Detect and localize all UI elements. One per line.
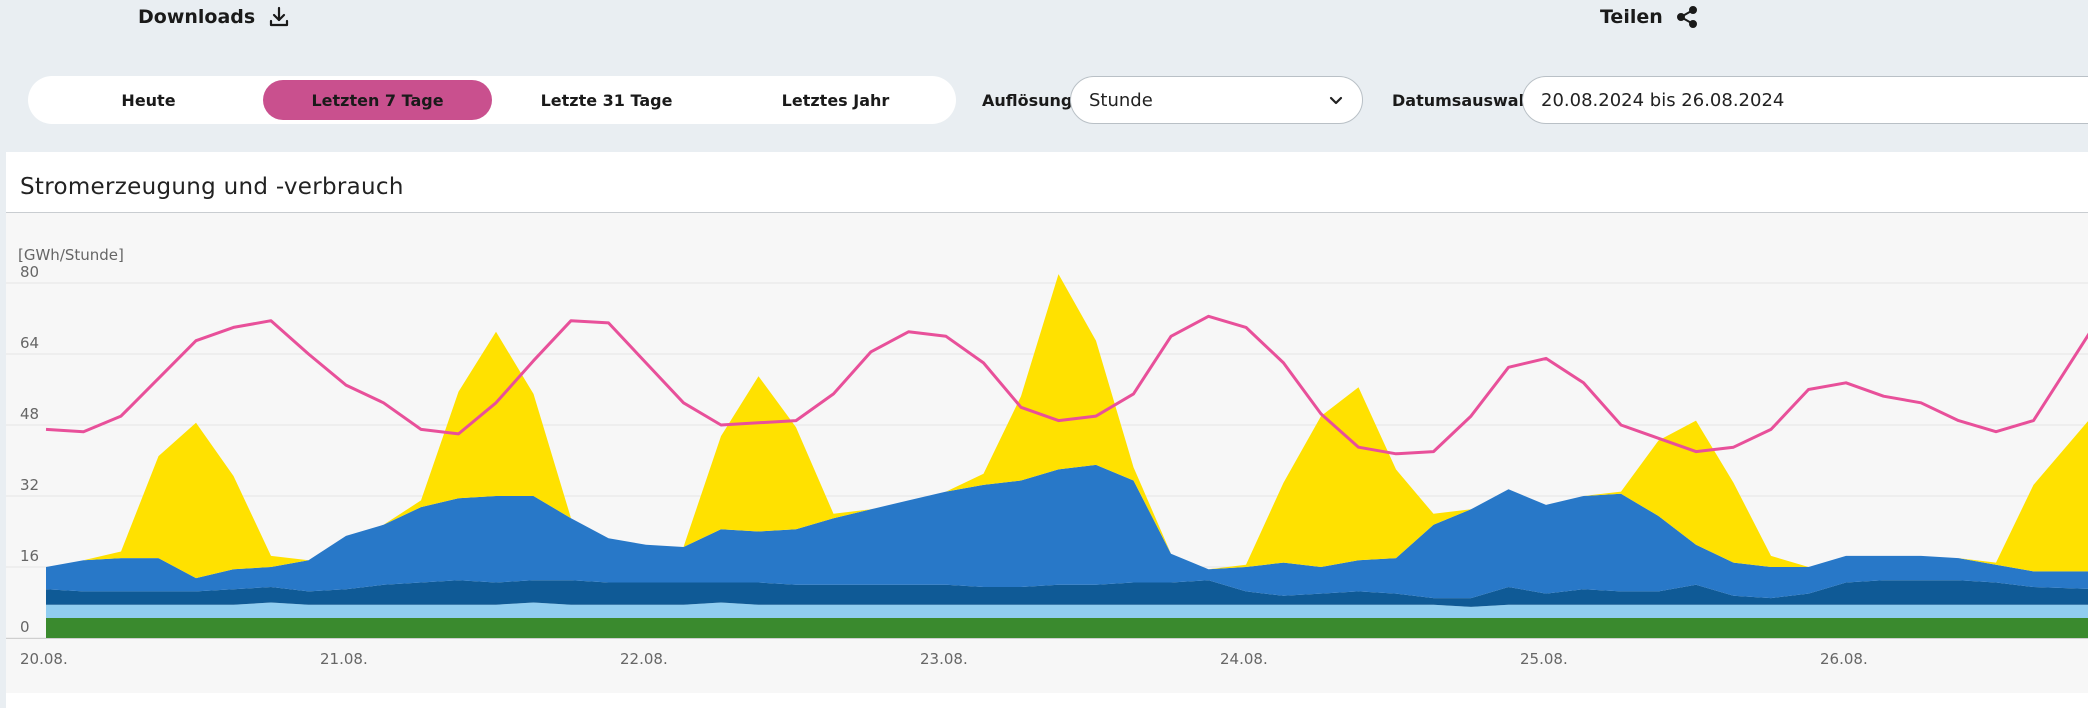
chart-card: Stromerzeugung und -verbrauch [GWh/Stund… [6, 152, 2088, 708]
share-button[interactable]: Teilen [1600, 4, 1699, 30]
area-wind [46, 464, 2088, 599]
share-label: Teilen [1600, 6, 1663, 28]
y-tick-label-80: 80 [20, 263, 39, 281]
x-tick-label-4: 24.08. [1220, 650, 1268, 668]
resolution-value: Stunde [1089, 89, 1153, 111]
tab-last-year[interactable]: Letztes Jahr [781, 90, 890, 110]
y-tick-label-32: 32 [20, 476, 39, 494]
stacked-areas [46, 274, 2088, 638]
y-tick-label-48: 48 [20, 405, 39, 423]
area-biomasse [46, 618, 2088, 638]
date-selection-label: Datumsauswahl: [1392, 91, 1542, 110]
consumption-line-group [45, 314, 2088, 456]
x-tick-label-3: 23.08. [920, 650, 968, 668]
tab-today[interactable]: Heute [121, 90, 176, 110]
y-tick-label-64: 64 [20, 334, 39, 352]
x-tick-label-5: 25.08. [1520, 650, 1568, 668]
date-range-input[interactable]: 20.08.2024 bis 26.08.2024 [1522, 76, 2088, 124]
generation-consumption-chart: [GWh/Stunde] 0 16 32 48 64 80 20.08. 21.08. 22.… [6, 246, 2088, 668]
area-wasserkraft [46, 602, 2088, 618]
y-axis: 0 16 32 48 64 80 [20, 263, 39, 636]
resolution-select[interactable]: Stunde [1070, 76, 1363, 124]
x-axis: 20.08. 21.08. 22.08. 23.08. 24.08. 25.08. 26.0… [6, 638, 2088, 668]
consumption-line [45, 314, 2088, 456]
x-tick-label-1: 21.08. [320, 650, 368, 668]
y-axis-unit-label: [GWh/Stunde] [18, 246, 124, 264]
tab-last-31-days[interactable]: Letzte 31 Tage [540, 90, 673, 110]
top-bar: Downloads Teilen [0, 0, 2088, 40]
share-icon [1676, 6, 1697, 28]
downloads-label: Downloads [138, 6, 256, 28]
y-tick-label-16: 16 [20, 547, 39, 565]
title-divider [6, 212, 2088, 213]
x-tick-label-6: 26.08. [1820, 650, 1868, 668]
y-tick-label-0: 0 [20, 618, 30, 636]
chevron-down-icon [1329, 96, 1343, 105]
x-tick-label-2: 22.08. [620, 650, 668, 668]
time-range-tabs: Heute Letzten 7 Tage Letzte 31 Tage Letz… [28, 76, 956, 124]
area-photovoltaik [46, 274, 2088, 579]
date-range-value: 20.08.2024 bis 26.08.2024 [1541, 89, 1785, 111]
resolution-label: Auflösung: [982, 91, 1079, 110]
tab-last-7-days[interactable]: Letzten 7 Tage [263, 80, 492, 120]
downloads-button[interactable]: Downloads [138, 4, 291, 30]
area-sonstige [46, 580, 2088, 607]
x-tick-label-0: 20.08. [20, 650, 68, 668]
download-icon [270, 6, 289, 27]
chart-title: Stromerzeugung und -verbrauch [20, 174, 404, 200]
